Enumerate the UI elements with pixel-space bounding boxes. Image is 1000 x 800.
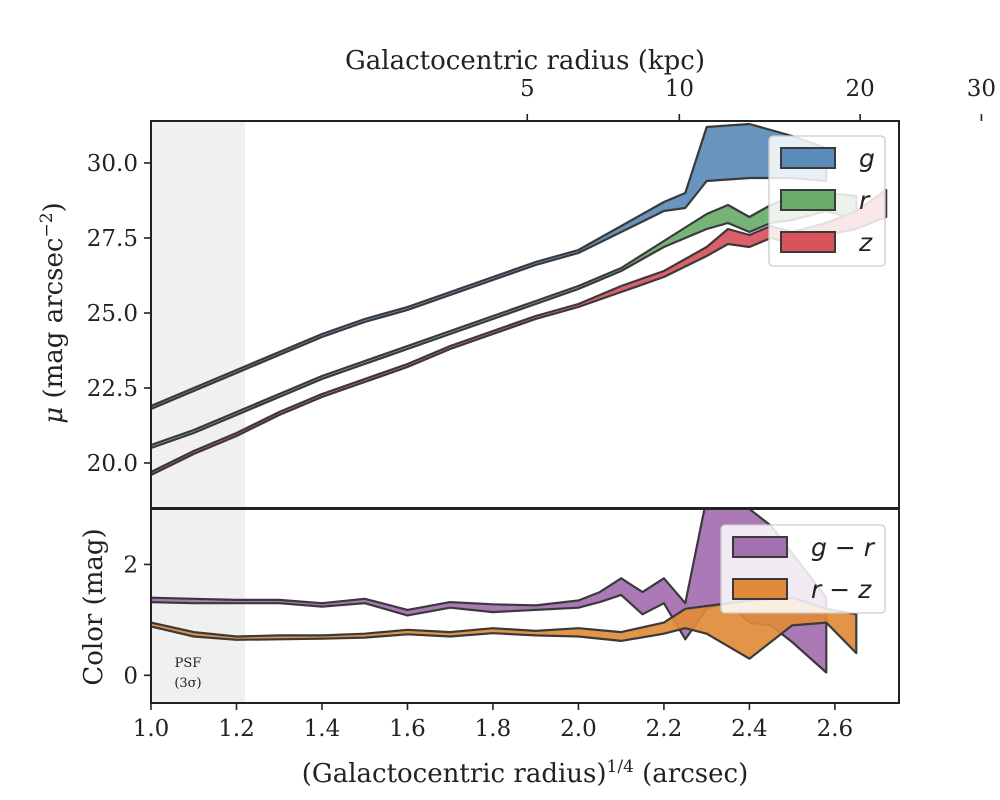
series-band-g — [151, 122, 828, 411]
legend-swatch-r — [780, 189, 836, 211]
x-axis-title-main: (Galactocentric radius) — [302, 759, 607, 789]
legend-label-z: z — [858, 228, 873, 257]
y-tick-label-bottom: 2 — [123, 552, 138, 578]
x-tick-label: 1.2 — [218, 716, 255, 742]
x-axis-title-exponent: 1/4 — [607, 757, 634, 777]
x-axis-title-unit: (arcsec) — [642, 759, 748, 789]
y-tick-label-top: 30.0 — [87, 151, 138, 177]
y-tick-label-top: 22.5 — [87, 376, 138, 402]
legend-label-g-minus-r: g − r — [811, 533, 876, 562]
y-tick-label-top: 27.5 — [87, 226, 138, 252]
y-tick-label-bottom: 0 — [123, 663, 138, 689]
x-tick-label: 2.2 — [646, 716, 683, 742]
top-x-tick-label: 5 — [520, 76, 535, 102]
legend-label-r-minus-z: r − z — [811, 575, 872, 604]
x-tick-label: 1.6 — [389, 716, 426, 742]
surface-brightness-legend: grz — [768, 135, 886, 267]
series-band-r-minus-z — [151, 596, 858, 660]
y-tick-label-top: 25.0 — [87, 301, 138, 327]
x-tick-label: 1.4 — [304, 716, 341, 742]
legend-swatch-r-minus-z — [732, 578, 788, 600]
psf-region-bottom — [151, 509, 246, 703]
series-band-z — [151, 188, 888, 477]
series-band-r — [151, 191, 858, 450]
axis-ticks: 20.0 22.5 25.0 27.5 30.0 0 2 1.0 1.2 1.4 1.6 1.8 2.0… — [87, 76, 996, 742]
color-axes-frame — [150, 508, 900, 704]
psf-label-line1: PSF — [175, 656, 202, 671]
x-tick-label: 2.6 — [817, 716, 854, 742]
legend-swatch-g-minus-r — [732, 536, 788, 558]
y-tick-label-top: 20.0 — [87, 451, 138, 477]
top-x-tick-label: 10 — [665, 76, 694, 102]
legend-label-r: r — [859, 186, 871, 215]
psf-label-line2: (3σ) — [174, 676, 201, 691]
x-axis-title-spacer — [634, 759, 642, 789]
legend-label-g: g — [859, 144, 875, 173]
x-tick-label: 2.4 — [731, 716, 768, 742]
color-legend: g − r r − z — [720, 524, 886, 614]
legend-swatch-z — [780, 231, 836, 253]
x-tick-label: 1.0 — [133, 716, 170, 742]
color-y-axis-title: Color (mag) — [79, 528, 109, 685]
x-tick-label: 2.0 — [560, 716, 597, 742]
top-x-tick-label: 30 — [967, 76, 996, 102]
surface-brightness-y-axis-title: μ (mag arcsec−2) — [37, 202, 69, 423]
top-x-tick-label: 20 — [846, 76, 875, 102]
legend-swatch-g — [780, 147, 836, 169]
x-axis-title: (Galactocentric radius)1/4 (arcsec) — [302, 757, 748, 789]
x-tick-label: 1.8 — [475, 716, 512, 742]
top-x-axis-title: Galactocentric radius (kpc) — [345, 46, 705, 76]
